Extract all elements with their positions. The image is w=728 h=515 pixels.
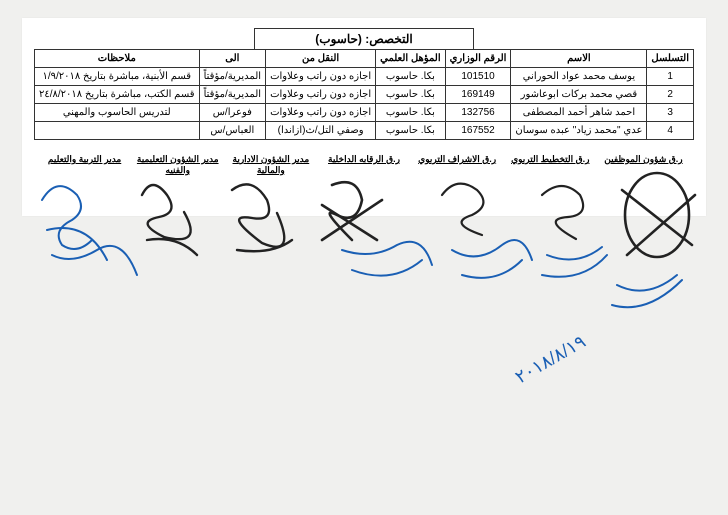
specialization-title: التخصص: (حاسوب) (254, 28, 474, 49)
cell-notes (35, 122, 200, 140)
cell-seq: 3 (647, 104, 694, 122)
table-row: 4 عدي "محمد زياد" عبده سوسان 167552 بكا.… (35, 122, 694, 140)
col-seq: التسلسل (647, 50, 694, 68)
sig-header-director: مدير التربية والتعليم (38, 154, 131, 176)
cell-to: المديرية/مؤقتاً (199, 68, 266, 86)
cell-minno: 132756 (445, 104, 511, 122)
cell-from: اجازه دون راتب وعلاوات (266, 104, 376, 122)
svg-text:٢٠١٨/٨/١٩: ٢٠١٨/٨/١٩ (512, 331, 589, 387)
col-minno: الرقم الوزاري (445, 50, 511, 68)
sig-header-edu: مدير الشؤون التعليمية والفنيه (131, 154, 224, 176)
cell-from: وصفي التل/ث(ازاندا) (266, 122, 376, 140)
cell-notes: قسم الكتب، مباشرة بتاريخ ٢٤/٨/٢٠١٨ (35, 86, 200, 104)
cell-notes: قسم الأبنية، مباشرة بتاريخ ١/٩/٢٠١٨ (35, 68, 200, 86)
sig-header-staff: ر.ق شؤون الموظفين (597, 154, 690, 176)
cell-minno: 101510 (445, 68, 511, 86)
table-header-row: التسلسل الاسم الرقم الوزاري المؤهل العلم… (35, 50, 694, 68)
sig-header-supervision: ر.ق الاشراف التربوي (411, 154, 504, 176)
cell-qual: بكا. حاسوب (376, 122, 445, 140)
col-qual: المؤهل العلمي (376, 50, 445, 68)
cell-name: يوسف محمد عواد الحوراني (511, 68, 647, 86)
col-to: الى (199, 50, 266, 68)
table-row: 2 قصي محمد بركات ابوعاشور 169149 بكا. حا… (35, 86, 694, 104)
cell-seq: 1 (647, 68, 694, 86)
cell-from: اجازه دون راتب وعلاوات (266, 68, 376, 86)
cell-name: احمد شاهر أحمد المصطفى (511, 104, 647, 122)
col-notes: ملاحظات (35, 50, 200, 68)
transfers-table: التسلسل الاسم الرقم الوزاري المؤهل العلم… (34, 49, 694, 140)
cell-notes: لتدريس الحاسوب والمهني (35, 104, 200, 122)
cell-seq: 4 (647, 122, 694, 140)
cell-minno: 167552 (445, 122, 511, 140)
document-sheet: التخصص: (حاسوب) التسلسل الاسم الرقم الوز… (22, 18, 706, 216)
cell-qual: بكا. حاسوب (376, 104, 445, 122)
cell-seq: 2 (647, 86, 694, 104)
sig-header-admin: مدير الشؤون الادارية والمالية (224, 154, 317, 176)
col-from: النقل من (266, 50, 376, 68)
cell-from: اجازه دون راتب وعلاوات (266, 86, 376, 104)
cell-to: المديرية/مؤقتاً (199, 86, 266, 104)
col-name: الاسم (511, 50, 647, 68)
cell-to: العباس/س (199, 122, 266, 140)
cell-name: عدي "محمد زياد" عبده سوسان (511, 122, 647, 140)
cell-qual: بكا. حاسوب (376, 86, 445, 104)
table-row: 1 يوسف محمد عواد الحوراني 101510 بكا. حا… (35, 68, 694, 86)
sig-header-audit: ر.ق الرقابه الداخلية (317, 154, 410, 176)
table-row: 3 احمد شاهر أحمد المصطفى 132756 بكا. حاس… (35, 104, 694, 122)
sig-header-planning: ر.ق التخطيط التربوي (504, 154, 597, 176)
cell-minno: 169149 (445, 86, 511, 104)
signature-headers: ر.ق شؤون الموظفين ر.ق التخطيط التربوي ر.… (34, 154, 694, 176)
cell-to: فوعرا/س (199, 104, 266, 122)
cell-qual: بكا. حاسوب (376, 68, 445, 86)
cell-name: قصي محمد بركات ابوعاشور (511, 86, 647, 104)
scribble-icon (47, 228, 107, 260)
